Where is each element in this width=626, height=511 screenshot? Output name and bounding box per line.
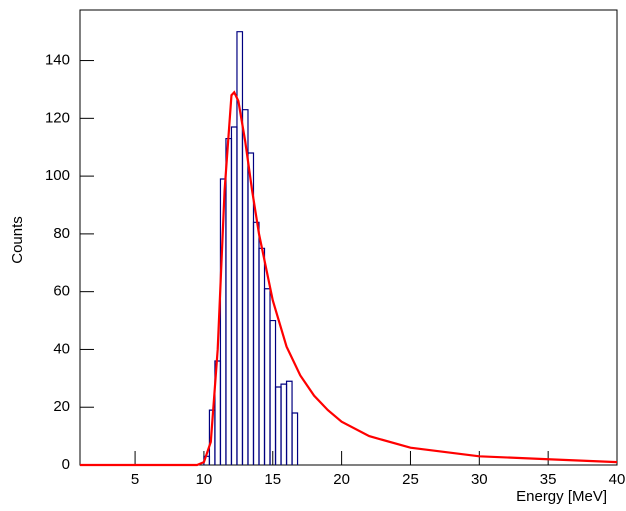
y-tick-label: 100 bbox=[45, 167, 70, 184]
x-tick-label: 15 bbox=[264, 471, 281, 488]
y-tick-label: 40 bbox=[53, 340, 70, 357]
x-tick-label: 5 bbox=[131, 471, 139, 488]
y-tick-label: 120 bbox=[45, 109, 70, 126]
x-tick-label: 25 bbox=[402, 471, 419, 488]
plot-frame bbox=[79, 9, 618, 466]
x-tick-label: 30 bbox=[471, 471, 488, 488]
x-tick-label: 10 bbox=[196, 471, 213, 488]
x-tick-label: 35 bbox=[540, 471, 557, 488]
hist-bin bbox=[291, 412, 299, 465]
y-tick-label: 140 bbox=[45, 52, 70, 69]
y-tick-label: 20 bbox=[53, 398, 70, 415]
fit-curve bbox=[80, 90, 618, 467]
x-axis-label: Energy [MeV] bbox=[516, 488, 607, 505]
x-tick-label: 20 bbox=[333, 471, 350, 488]
y-tick-label: 0 bbox=[62, 456, 70, 473]
y-tick-label: 80 bbox=[53, 225, 70, 242]
x-tick-label: 40 bbox=[609, 471, 626, 488]
y-tick-label: 60 bbox=[53, 283, 70, 300]
y-axis-label: Counts bbox=[9, 216, 26, 264]
